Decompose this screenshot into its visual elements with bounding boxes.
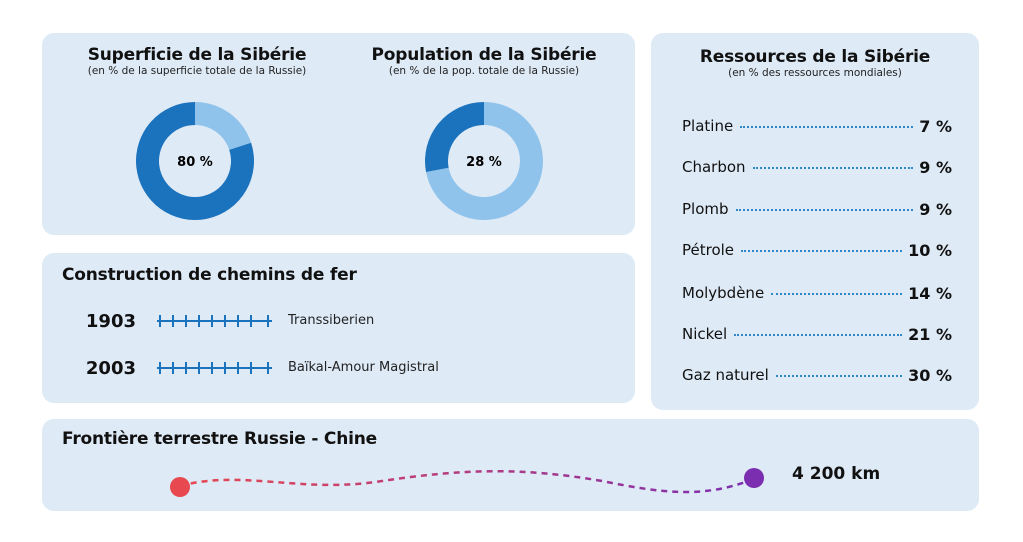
area-subtitle: (en % de la superficie totale de la Russ… [87, 65, 307, 77]
resource-name: Pétrole [682, 241, 735, 259]
resource-name: Charbon [682, 158, 746, 176]
area-section: Superficie de la Sibérie (en % de la sup… [52, 45, 342, 77]
resource-row: Pétrole 10 % [682, 240, 952, 260]
railway-track-icon [157, 315, 272, 327]
border-panel: Frontière terrestre Russie - Chine 4 200… [42, 419, 979, 511]
resources-subtitle: (en % des ressources mondiales) [728, 67, 902, 79]
population-subtitle: (en % de la pop. totale de la Russie) [388, 65, 580, 77]
resource-value: 30 % [908, 365, 952, 385]
railway-name-1: Transsiberien [288, 313, 375, 328]
border-dashed-line [179, 469, 755, 494]
dotted-leader [734, 334, 903, 336]
area-siberia-slice [136, 102, 254, 220]
area-donut-chart: 80 % [136, 102, 254, 220]
border-line-diagram [170, 468, 764, 497]
resource-row: Plomb 9 % [682, 199, 952, 219]
resource-row: Molybdène 14 % [682, 283, 952, 303]
population-donut-chart: 28 % [425, 102, 543, 220]
dotted-leader [752, 167, 914, 169]
area-value-label: 80 % [177, 155, 213, 170]
railway-title: Construction de chemins de fer [62, 265, 357, 285]
area-title: Superficie de la Sibérie [87, 45, 307, 65]
resource-name: Platine [682, 117, 734, 135]
population-siberia-slice [425, 102, 484, 173]
railway-panel: Construction de chemins de fer 1903 Tran… [42, 253, 635, 403]
railway-name-2: Baïkal-Amour Magistral [288, 360, 439, 375]
dotted-leader [741, 250, 903, 252]
border-distance: 4 200 km [792, 464, 881, 484]
donut-panel: Superficie de la Sibérie (en % de la sup… [42, 33, 635, 235]
area-rest-slice [195, 102, 252, 150]
resource-name: Molybdène [682, 284, 765, 302]
border-title: Frontière terrestre Russie - Chine [62, 429, 377, 449]
railway-year-2: 2003 [85, 358, 136, 379]
resource-row: Nickel 21 % [682, 324, 952, 344]
resources-panel: Ressources de la Sibérie (en % des resso… [651, 33, 979, 410]
dotted-leader [771, 293, 903, 295]
resources-title: Ressources de la Sibérie [699, 47, 931, 67]
population-rest-slice [426, 102, 543, 220]
resource-row: Platine 7 % [682, 116, 952, 136]
dotted-leader [775, 375, 903, 377]
resource-value: 14 % [908, 283, 952, 303]
end-point-marker [744, 468, 764, 488]
resource-value: 21 % [908, 324, 952, 344]
start-point-marker [170, 477, 190, 497]
dotted-leader [735, 209, 914, 211]
resource-value: 10 % [908, 240, 952, 260]
railway-year-1: 1903 [85, 311, 136, 332]
resource-row: Charbon 9 % [682, 157, 952, 177]
dotted-leader [740, 126, 914, 128]
population-title: Population de la Sibérie [371, 45, 597, 65]
railway-track-icon [157, 362, 272, 374]
population-value-label: 28 % [466, 155, 502, 170]
resource-value: 9 % [919, 199, 952, 219]
resource-value: 9 % [919, 157, 952, 177]
resource-name: Gaz naturel [682, 366, 769, 384]
resources-header: Ressources de la Sibérie (en % des resso… [651, 47, 979, 79]
resource-name: Nickel [682, 325, 728, 343]
resource-name: Plomb [682, 200, 729, 218]
resource-value: 7 % [919, 116, 952, 136]
resource-row: Gaz naturel 30 % [682, 365, 952, 385]
population-section: Population de la Sibérie (en % de la pop… [334, 45, 634, 77]
